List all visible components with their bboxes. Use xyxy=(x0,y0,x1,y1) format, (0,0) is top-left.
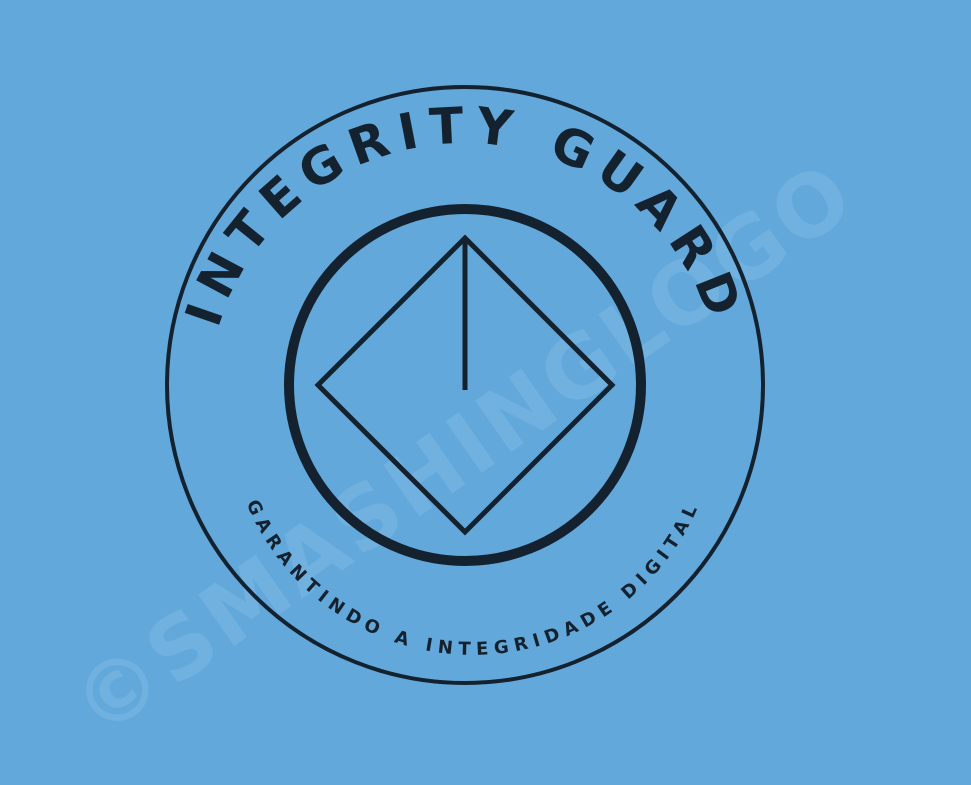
watermark-text: ©SMASHINGLOGO xyxy=(55,142,873,757)
diamond-with-vertical-line-icon xyxy=(314,234,616,536)
outer-ring xyxy=(165,85,765,685)
inner-ring xyxy=(284,204,646,566)
